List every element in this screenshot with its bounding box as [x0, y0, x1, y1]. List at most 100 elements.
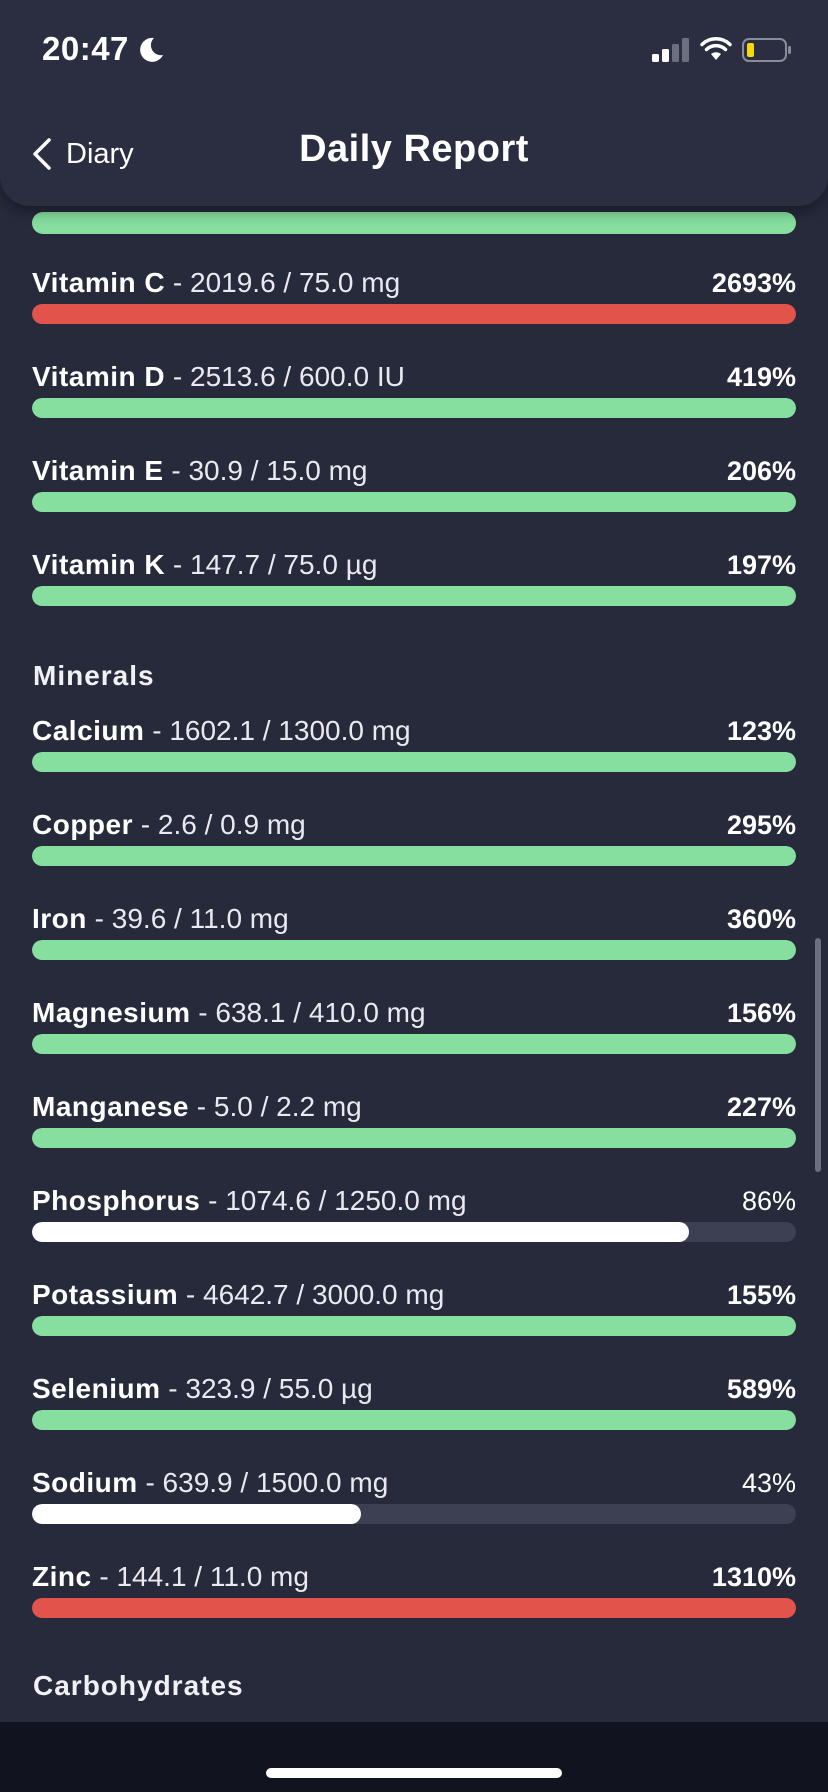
- nutrient-row-vitamin-c: Vitamin C - 2019.6 / 75.0 mg 2693%: [32, 266, 796, 326]
- progress-fill: [32, 1316, 796, 1336]
- nutrient-name: Selenium: [32, 1373, 161, 1404]
- moon-icon: [140, 37, 163, 62]
- nutrient-percent: 227%: [726, 1092, 796, 1122]
- nutrient-row-phosphorus: Phosphorus - 1074.6 / 1250.0 mg 86%: [32, 1184, 796, 1244]
- nutrient-values: - 1602.1 / 1300.0 mg: [144, 715, 411, 746]
- progress-fill: [32, 846, 796, 866]
- progress-track: [32, 1222, 796, 1242]
- nutrient-percent: 589%: [726, 1374, 796, 1404]
- nutrient-name: Magnesium: [32, 997, 191, 1028]
- progress-track: [32, 846, 796, 866]
- nav-header: 20:47 Diary Daily Report: [0, 0, 828, 206]
- nutrient-row-selenium: Selenium - 323.9 / 55.0 µg 589%: [32, 1372, 796, 1432]
- progress-fill: [32, 1598, 796, 1618]
- progress-track: [32, 586, 796, 606]
- nutrient-values: - 147.7 / 75.0 µg: [165, 549, 378, 580]
- nutrient-name: Calcium: [32, 715, 145, 746]
- nutrient-percent: 295%: [726, 810, 796, 840]
- nutrient-values: - 144.1 / 11.0 mg: [91, 1561, 309, 1592]
- progress-track: [32, 398, 796, 418]
- nutrient-values: - 5.0 / 2.2 mg: [189, 1091, 362, 1122]
- progress-fill: [32, 1222, 690, 1242]
- nutrient-name: Vitamin K: [32, 549, 166, 580]
- nutrient-percent: 43%: [741, 1468, 796, 1498]
- nutrient-row-vitamin-k: Vitamin K - 147.7 / 75.0 µg 197%: [32, 548, 796, 608]
- progress-fill: [32, 1128, 796, 1148]
- report-scroll-area[interactable]: Vitamin C - 2019.6 / 75.0 mg 2693% Vitam…: [0, 0, 828, 1722]
- progress-fill: [32, 304, 796, 324]
- back-button-label: Diary: [66, 137, 134, 170]
- section-heading-carbohydrates: Carbohydrates: [33, 1670, 244, 1701]
- nutrient-row-sodium: Sodium - 639.9 / 1500.0 mg 43%: [32, 1466, 796, 1526]
- section-heading-minerals: Minerals: [33, 660, 155, 691]
- nutrient-row-vitamin-e: Vitamin E - 30.9 / 15.0 mg 206%: [32, 454, 796, 514]
- progress-track: [32, 1034, 796, 1054]
- battery-icon: [742, 38, 791, 62]
- home-indicator[interactable]: [266, 1768, 562, 1778]
- progress-track: [32, 940, 796, 960]
- nutrient-row-potassium: Potassium - 4642.7 / 3000.0 mg 155%: [32, 1278, 796, 1338]
- nutrient-name: Sodium: [32, 1467, 138, 1498]
- home-indicator-area: [0, 1722, 828, 1792]
- back-button[interactable]: Diary: [30, 132, 134, 176]
- nutrient-percent: 156%: [726, 998, 796, 1028]
- progress-track: [32, 1410, 796, 1430]
- nutrient-values: - 2.6 / 0.9 mg: [133, 809, 306, 840]
- progress-fill: [32, 1034, 796, 1054]
- nutrient-name: Manganese: [32, 1091, 189, 1122]
- nutrient-row-manganese: Manganese - 5.0 / 2.2 mg 227%: [32, 1090, 796, 1150]
- nutrient-name: Vitamin C: [32, 267, 166, 298]
- nutrient-values: - 4642.7 / 3000.0 mg: [178, 1279, 445, 1310]
- nutrient-values: - 323.9 / 55.0 µg: [160, 1373, 373, 1404]
- progress-track: [32, 492, 796, 512]
- progress-track: [32, 1504, 796, 1524]
- nutrient-name: Phosphorus: [32, 1185, 201, 1216]
- nutrient-percent: 419%: [726, 362, 796, 392]
- chevron-left-icon: [33, 138, 51, 170]
- nutrient-values: - 30.9 / 15.0 mg: [163, 455, 368, 486]
- progress-track: [32, 1598, 796, 1618]
- scroll-indicator[interactable]: [815, 938, 821, 1172]
- nutrient-row-iron: Iron - 39.6 / 11.0 mg 360%: [32, 902, 796, 962]
- nutrient-percent: 197%: [726, 550, 796, 580]
- nutrient-percent: 86%: [741, 1186, 796, 1216]
- nutrient-values: - 639.9 / 1500.0 mg: [137, 1467, 389, 1498]
- nutrient-row-vitamin-d: Vitamin D - 2513.6 / 600.0 IU 419%: [32, 360, 796, 420]
- progress-track: [32, 1316, 796, 1336]
- progress-fill: [32, 586, 796, 606]
- nutrient-percent: 206%: [726, 456, 796, 486]
- progress-track: [32, 1128, 796, 1148]
- nutrient-percent: 123%: [726, 716, 796, 746]
- nutrient-percent: 1310%: [711, 1562, 796, 1592]
- nutrient-name: Zinc: [32, 1561, 92, 1592]
- progress-fill: [32, 752, 796, 772]
- nutrient-values: - 638.1 / 410.0 mg: [190, 997, 426, 1028]
- nutrient-values: - 39.6 / 11.0 mg: [86, 903, 289, 934]
- wifi-icon: [700, 37, 732, 60]
- nutrient-percent: 155%: [726, 1280, 796, 1310]
- nutrient-row-magnesium: Magnesium - 638.1 / 410.0 mg 156%: [32, 996, 796, 1056]
- progress-fill: [32, 1410, 796, 1430]
- nutrient-name: Vitamin D: [32, 361, 166, 392]
- progress-fill: [32, 398, 796, 418]
- nutrient-values: - 2019.6 / 75.0 mg: [165, 267, 401, 298]
- nutrient-name: Iron: [32, 903, 87, 934]
- status-time: 20:47: [42, 30, 129, 67]
- nutrient-row-zinc: Zinc - 144.1 / 11.0 mg 1310%: [32, 1560, 796, 1620]
- cellular-signal-icon: [652, 38, 689, 62]
- previous-progress-bar: [32, 212, 796, 234]
- nutrient-name: Potassium: [32, 1279, 179, 1310]
- progress-fill: [32, 1504, 361, 1524]
- nutrient-values: - 1074.6 / 1250.0 mg: [200, 1185, 467, 1216]
- progress-fill: [32, 492, 796, 512]
- progress-fill: [32, 940, 796, 960]
- progress-track: [32, 752, 796, 772]
- nutrient-values: - 2513.6 / 600.0 IU: [165, 361, 405, 392]
- nutrient-percent: 2693%: [711, 268, 796, 298]
- progress-track: [32, 304, 796, 324]
- nutrient-name: Vitamin E: [32, 455, 164, 486]
- nutrient-name: Copper: [32, 809, 133, 840]
- nutrient-percent: 360%: [726, 904, 796, 934]
- nutrient-row-calcium: Calcium - 1602.1 / 1300.0 mg 123%: [32, 714, 796, 774]
- nutrient-row-copper: Copper - 2.6 / 0.9 mg 295%: [32, 808, 796, 868]
